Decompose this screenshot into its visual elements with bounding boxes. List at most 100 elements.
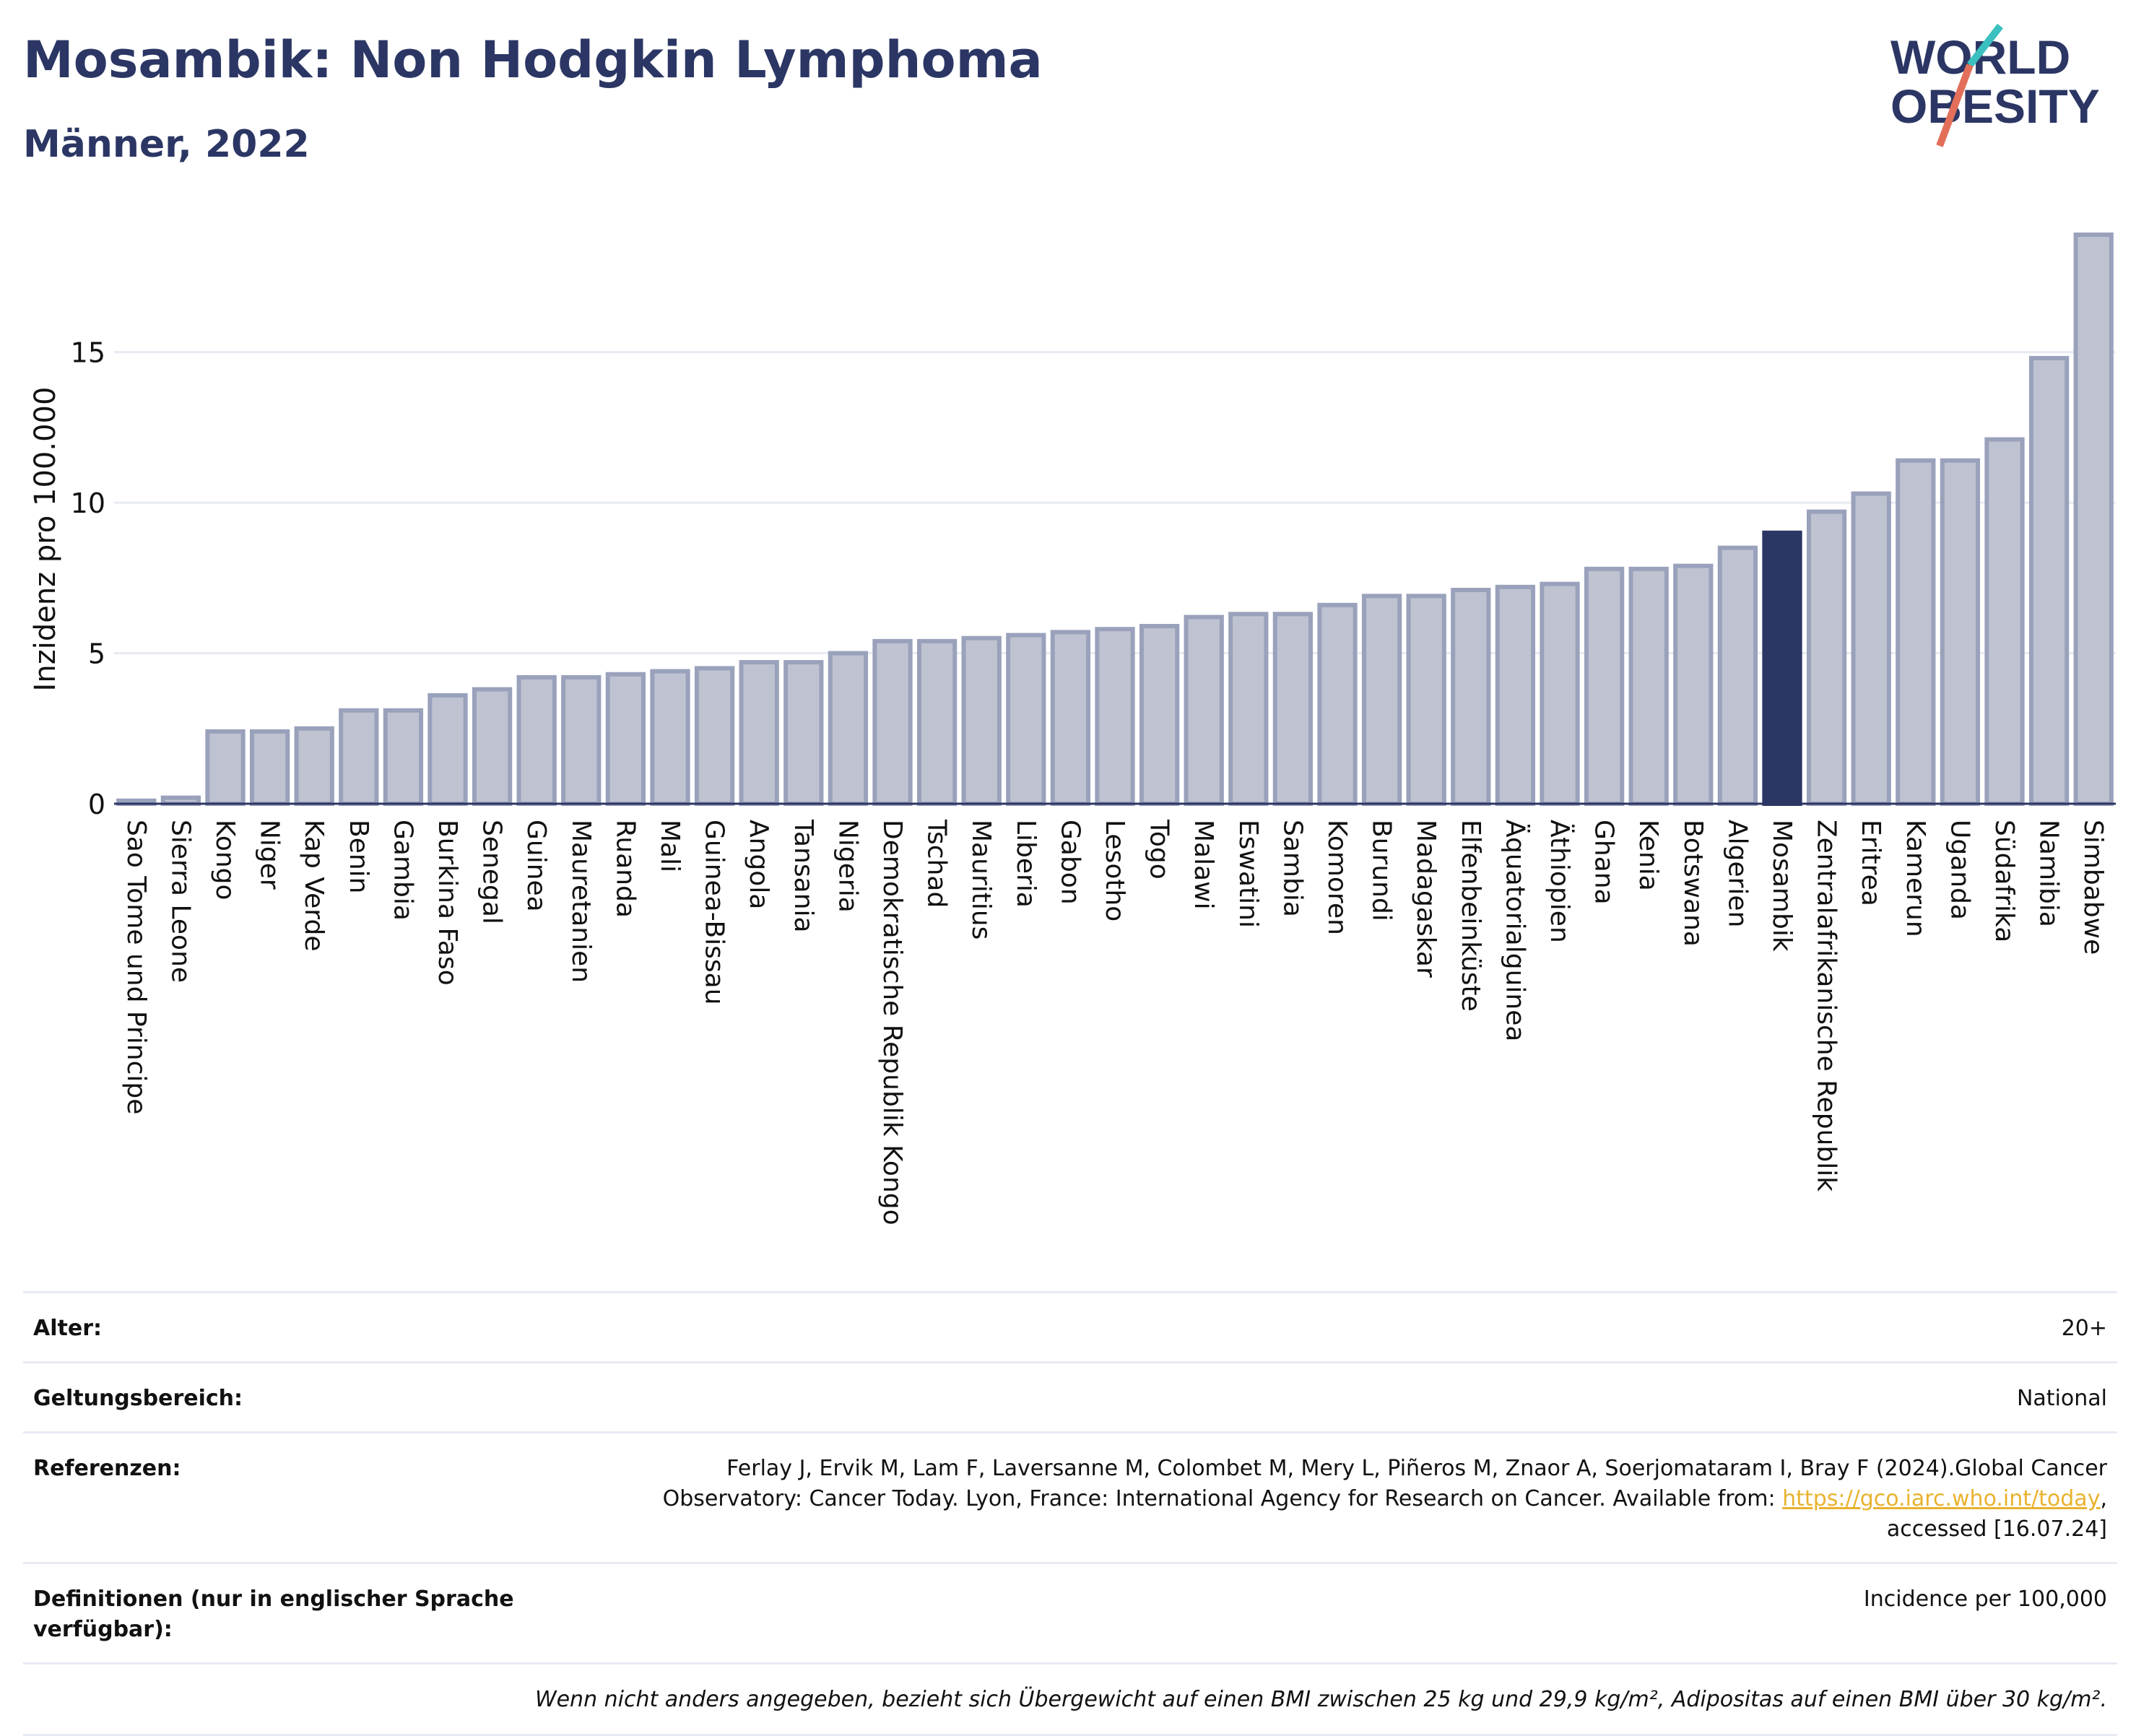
bar-uganda[interactable] <box>1940 458 1981 806</box>
info-row-definitions: Definitionen (nur in englischer Sprache … <box>23 1562 2117 1662</box>
info-row-scope: Geltungsbereich: National <box>23 1361 2117 1431</box>
x-tick-label: Simbabwe <box>2078 820 2108 955</box>
x-tick-label: Äquatorialguinea <box>1500 820 1530 1041</box>
bar-algerien[interactable] <box>1717 545 1758 806</box>
x-tick-label: Ghana <box>1589 820 1619 905</box>
x-tick-label: Guinea-Bissau <box>700 820 729 1005</box>
bar-mali[interactable] <box>650 669 690 806</box>
x-tick-label: Gabon <box>1055 820 1085 905</box>
references-label: Referenzen: <box>33 1456 181 1481</box>
age-label: Alter: <box>33 1316 102 1341</box>
x-tick-label: Algerien <box>1722 820 1752 927</box>
bar-namibia[interactable] <box>2028 355 2070 806</box>
bar-komoren[interactable] <box>1317 602 1358 806</box>
x-tick-label: Malawi <box>1189 820 1218 910</box>
bars <box>116 233 2114 807</box>
bar-elfenbeinküste[interactable] <box>1451 587 1491 806</box>
x-tick-label: Eritrea <box>1856 820 1885 906</box>
chart-subtitle: Männer, 2022 <box>23 123 310 166</box>
bar-mauritius[interactable] <box>961 635 1002 807</box>
logo-line-2: OBESITY <box>1890 79 2100 133</box>
x-tick-label: Senegal <box>477 820 507 924</box>
x-tick-label: Kongo <box>210 820 240 900</box>
bar-burundi[interactable] <box>1361 594 1402 806</box>
y-tick-label: 15 <box>71 337 105 369</box>
x-tick-label: Burundi <box>1367 820 1397 921</box>
bar-tansania[interactable] <box>783 660 824 806</box>
y-tick-label: 10 <box>71 487 105 519</box>
x-tick-label: Äthiopien <box>1545 820 1575 943</box>
bar-burkina-faso[interactable] <box>427 693 468 807</box>
bar-ghana[interactable] <box>1584 566 1625 806</box>
bar-kamerun[interactable] <box>1896 458 1936 806</box>
x-tick-label: Benin <box>344 820 373 893</box>
x-tick-label: Mosambik <box>1767 820 1797 952</box>
logo-slash-teal <box>1967 23 2003 68</box>
bar-ruanda[interactable] <box>605 672 646 806</box>
y-axis-title: Inzidenz pro 100.000 <box>29 387 62 692</box>
chart-title: Mosambik: Non Hodgkin Lymphoma <box>23 30 1043 90</box>
x-tick-label: Mauritius <box>966 820 996 939</box>
bar-südafrika[interactable] <box>1984 437 2025 806</box>
x-tick-label: Tschad <box>922 819 952 908</box>
scope-label: Geltungsbereich: <box>33 1386 243 1411</box>
x-tick-label: Togo <box>1145 819 1174 880</box>
x-tick-label: Zentralafrikanische Republik <box>1812 820 1841 1192</box>
definitions-label: Definitionen (nur in englischer Sprache … <box>33 1587 514 1642</box>
x-tick-label: Mauretanien <box>566 820 596 983</box>
references-link[interactable]: https://gco.iarc.who.int/today <box>1782 1486 2101 1511</box>
x-tick-label: Burkina Faso <box>433 820 462 986</box>
bar-gambia[interactable] <box>383 708 424 806</box>
bar-kap-verde[interactable] <box>294 726 334 806</box>
y-tick-label: 5 <box>88 638 105 670</box>
bar-simbabwe[interactable] <box>2073 233 2114 806</box>
bar-madagaskar[interactable] <box>1406 594 1446 806</box>
bar-kongo[interactable] <box>205 729 246 807</box>
x-tick-label: Liberia <box>1011 820 1041 908</box>
y-tick-labels: 0 5 10 15 <box>71 337 105 820</box>
bar-benin[interactable] <box>339 708 379 806</box>
bar-eritrea[interactable] <box>1851 491 1891 806</box>
y-tick-label: 0 <box>88 789 105 820</box>
footnote: Wenn nicht anders angegeben, bezieht sic… <box>23 1662 2117 1736</box>
x-tick-label: Ruanda <box>610 820 640 918</box>
x-tick-label: Nigeria <box>833 820 862 913</box>
bar-botswana[interactable] <box>1673 563 1714 807</box>
scope-value: National <box>2016 1386 2107 1411</box>
x-tick-label: Kamerun <box>1901 820 1930 937</box>
references-text-1: Ferlay J, Ervik M, Lam F, Laversanne M, … <box>726 1456 2107 1481</box>
bar-senegal[interactable] <box>472 687 513 806</box>
bar-guinea[interactable] <box>516 674 557 807</box>
bar-gabon[interactable] <box>1050 630 1091 806</box>
bar-mauretanien[interactable] <box>561 674 602 807</box>
x-tick-label: Tansania <box>789 819 818 933</box>
info-row-references: Referenzen: Ferlay J, Ervik M, Lam F, La… <box>23 1431 2117 1562</box>
bar-togo[interactable] <box>1139 624 1180 806</box>
bar-mosambik[interactable] <box>1762 530 1802 806</box>
bar-äquatorialguinea[interactable] <box>1495 584 1536 806</box>
info-table: Alter: 20+ Geltungsbereich: National Ref… <box>23 1291 2117 1736</box>
bar-sambia[interactable] <box>1272 612 1314 806</box>
bar-malawi[interactable] <box>1184 615 1224 806</box>
bar-niger[interactable] <box>249 729 290 807</box>
references-text-2: Observatory: Cancer Today. Lyon, France:… <box>662 1486 1783 1511</box>
bar-nigeria[interactable] <box>828 651 869 806</box>
definitions-value: Incidence per 100,000 <box>1863 1587 2107 1612</box>
bar-demokratische-republik-kongo[interactable] <box>872 638 913 806</box>
bar-tschad[interactable] <box>916 638 958 806</box>
info-row-age: Alter: 20+ <box>23 1291 2117 1361</box>
bar-chart: 0 5 10 15 Sao Tome und Principe Sierra Leone… <box>29 233 2116 1225</box>
bar-lesotho[interactable] <box>1095 627 1135 807</box>
bar-eswatini[interactable] <box>1228 612 1269 806</box>
x-tick-label: Kenia <box>1633 820 1663 891</box>
bar-äthiopien[interactable] <box>1540 581 1580 807</box>
bar-kenia[interactable] <box>1628 566 1669 806</box>
bar-guinea-bissau[interactable] <box>694 666 735 807</box>
bar-liberia[interactable] <box>1006 633 1046 806</box>
bar-zentralafrikanische-republik[interactable] <box>1806 509 1847 806</box>
bar-angola[interactable] <box>739 660 779 806</box>
x-tick-label: Namibia <box>2034 820 2064 927</box>
x-tick-label: Sambia <box>1277 820 1307 917</box>
references-value: Ferlay J, Ervik M, Lam F, Laversanne M, … <box>553 1454 2107 1545</box>
x-tick-label: Niger <box>255 820 285 890</box>
